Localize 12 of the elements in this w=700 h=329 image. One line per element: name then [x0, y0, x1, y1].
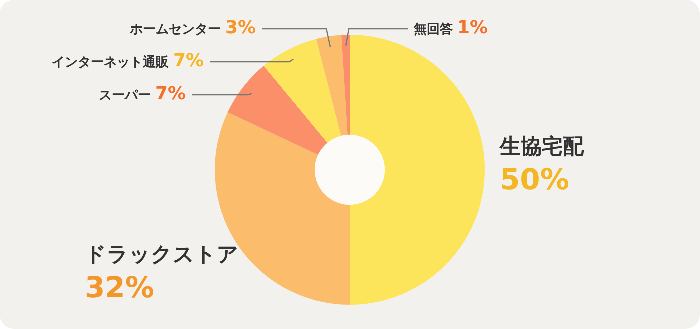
slice-label: インターネット通販: [52, 54, 170, 70]
data-label: 3%: [225, 18, 256, 39]
slice-label: 生協宅配: [499, 134, 585, 158]
data-label: 7%: [155, 84, 186, 105]
slice-label: ドラックストア: [85, 242, 239, 266]
slice-label: スーパー: [98, 88, 151, 104]
data-label: 32%: [85, 270, 154, 305]
data-label: 50%: [500, 162, 570, 197]
slice-label: 無回答: [413, 22, 453, 38]
slice-label: ホームセンター: [128, 22, 221, 38]
data-label: 7%: [173, 50, 204, 72]
data-label: 1%: [458, 18, 488, 39]
